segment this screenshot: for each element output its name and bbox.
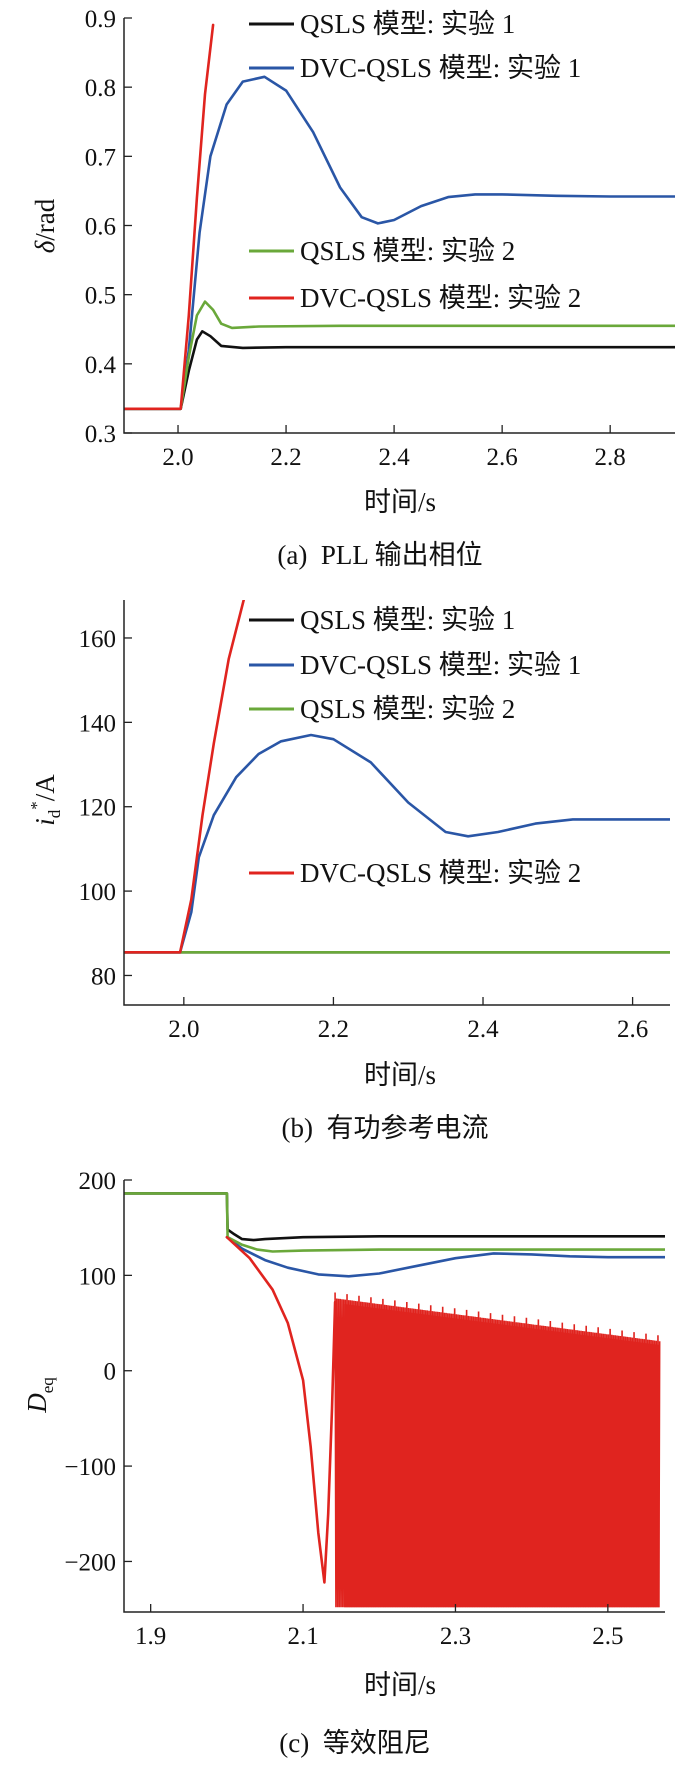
y-tick-label: 80 (91, 963, 116, 990)
panel-a-y-axis-label: δ/rad (30, 198, 60, 253)
y-tick-label: 0.5 (85, 283, 116, 310)
panel-a-x-ticks: 2.0 2.2 2.4 2.6 2.8 (162, 425, 626, 471)
series-oscillation-band (344, 1303, 660, 1608)
panel-b-x-axis-label: 时间/s (364, 1060, 436, 1090)
y-tick-label: 160 (79, 626, 117, 653)
y-tick-label: −100 (64, 1454, 116, 1481)
panel-b-y-axis-label: id*/A (27, 774, 64, 826)
x-tick-label: 2.8 (595, 444, 626, 471)
panel-c-caption: (c) 等效阻尼 (279, 1728, 430, 1758)
x-tick-label: 2.1 (287, 1623, 318, 1650)
panel-b-y-ticks: 80 100 120 140 160 (79, 626, 132, 990)
y-tick-label: 200 (79, 1168, 117, 1195)
panel-b-axes (123, 600, 670, 1006)
panel-c-equivalent-damping: 1.9 2.1 2.3 2.5 −200 −100 0 100 200 Deq 时间/s (c… (22, 1168, 665, 1758)
legend-label: QSLS 模型: 实验 2 (300, 236, 515, 266)
legend-label: DVC-QSLS 模型: 实验 1 (300, 650, 581, 680)
y-tick-label: −200 (64, 1549, 116, 1576)
panel-a-x-axis-label: 时间/s (364, 487, 436, 517)
legend-label: DVC-QSLS 模型: 实验 1 (300, 53, 581, 83)
legend-label: DVC-QSLS 模型: 实验 2 (300, 283, 581, 313)
x-tick-label: 2.4 (467, 1016, 499, 1043)
legend-label: DVC-QSLS 模型: 实验 2 (300, 858, 581, 888)
series-line-blue (124, 733, 670, 954)
legend-label: QSLS 模型: 实验 2 (300, 694, 515, 724)
panel-c-x-axis-label: 时间/s (364, 1670, 436, 1700)
y-tick-label: 0.9 (85, 6, 116, 33)
y-tick-label: 140 (79, 710, 117, 737)
x-tick-label: 2.6 (487, 444, 518, 471)
panel-a-legend: QSLS 模型: 实验 1 DVC-QSLS 模型: 实验 1 QSLS 模型:… (249, 9, 581, 313)
panel-a-pll-phase: 2.0 2.2 2.4 2.6 2.8 0.3 0.4 0.5 0.6 0.7 0.8 0.9 δ/… (30, 6, 675, 570)
series-line-black (124, 330, 675, 411)
x-tick-label: 2.6 (617, 1016, 648, 1043)
legend-label: QSLS 模型: 实验 1 (300, 9, 515, 39)
y-tick-label: 0.8 (85, 75, 116, 102)
panel-c-axes (123, 1180, 665, 1613)
x-tick-label: 1.9 (135, 1623, 166, 1650)
series-line-green (124, 300, 675, 411)
x-tick-label: 2.0 (168, 1016, 199, 1043)
panel-c-x-ticks: 1.9 2.1 2.3 2.5 (135, 1604, 623, 1650)
panel-b-active-current: 2.0 2.2 2.4 2.6 80 100 120 140 160 id*/A 时间/s (… (27, 600, 670, 1143)
y-tick-label: 0.3 (85, 421, 116, 448)
x-tick-label: 2.5 (592, 1623, 623, 1650)
legend-label: QSLS 模型: 实验 1 (300, 605, 515, 635)
panel-c-y-ticks: −200 −100 0 100 200 (64, 1168, 132, 1576)
y-tick-label: 0.6 (85, 214, 116, 241)
panel-c-series (124, 1192, 665, 1608)
panel-b-caption: (b) 有功参考电流 (282, 1113, 489, 1143)
series-line-black (124, 1192, 665, 1242)
panel-a-series (124, 23, 675, 411)
x-tick-label: 2.0 (162, 444, 193, 471)
series-line-red (124, 23, 215, 411)
series-line-blue (124, 75, 675, 411)
panel-b-x-ticks: 2.0 2.2 2.4 2.6 (168, 997, 648, 1043)
series-line-blue (225, 1235, 665, 1278)
y-tick-label: 0 (104, 1359, 117, 1386)
panel-a-caption: (a) PLL 输出相位 (277, 540, 482, 570)
x-tick-label: 2.2 (318, 1016, 349, 1043)
y-tick-label: 100 (79, 1263, 117, 1290)
series-line-green (124, 1192, 665, 1253)
x-tick-label: 2.4 (378, 444, 410, 471)
panel-b-legend: QSLS 模型: 实验 1 DVC-QSLS 模型: 实验 1 QSLS 模型:… (249, 605, 581, 888)
y-tick-label: 100 (79, 879, 117, 906)
y-tick-label: 0.4 (85, 352, 117, 379)
panel-c-y-axis-label: Deq (22, 1377, 57, 1414)
y-tick-label: 0.7 (85, 144, 116, 171)
y-tick-label: 120 (79, 795, 117, 822)
x-tick-label: 2.3 (440, 1623, 471, 1650)
x-tick-label: 2.2 (270, 444, 301, 471)
panel-a-y-ticks: 0.3 0.4 0.5 0.6 0.7 0.8 0.9 (85, 6, 132, 448)
panel-b-series (124, 600, 670, 954)
series-line-red (124, 600, 245, 954)
series-line-red (225, 1235, 337, 1584)
